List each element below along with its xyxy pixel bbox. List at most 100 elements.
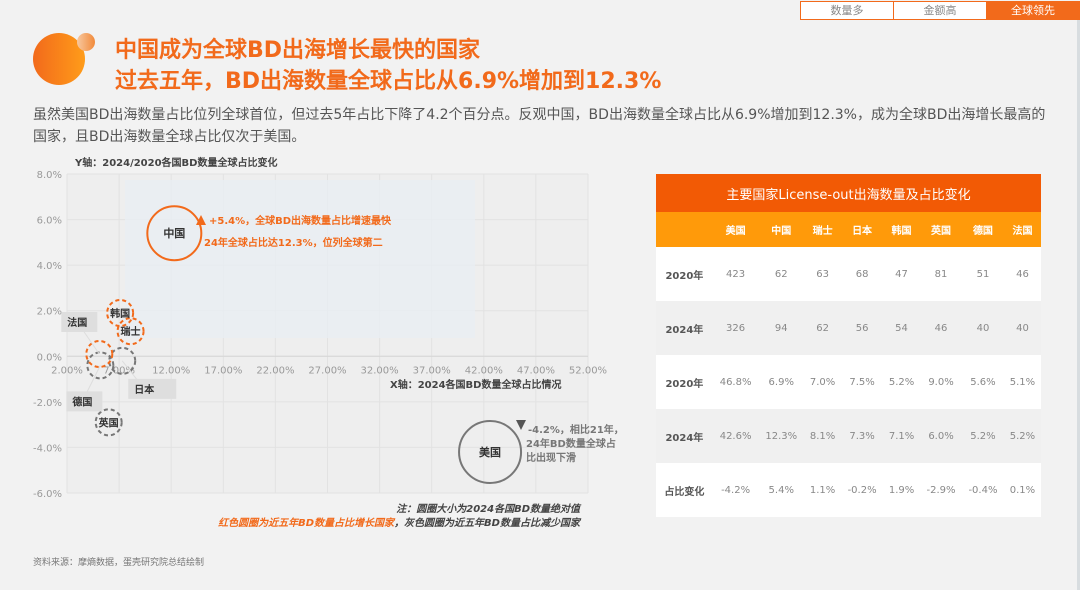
table-cell: 5.2% xyxy=(1009,430,1036,442)
bubble-label: 法国 xyxy=(67,316,87,329)
table-cell: -4.2% xyxy=(712,463,759,517)
column-header: 美国 xyxy=(712,212,759,247)
bubble-point xyxy=(86,351,115,380)
x-tick-label: 12.00% xyxy=(152,365,190,376)
row-header: 占比变化 xyxy=(656,463,713,517)
column-header xyxy=(656,212,713,247)
down-triangle-icon xyxy=(516,420,526,430)
table-cell: 9.0% xyxy=(920,355,962,409)
table-cell: 8.1% xyxy=(809,430,836,442)
table-cell: 5.6% xyxy=(961,355,1004,409)
y-tick-label: -4.0% xyxy=(33,443,62,454)
table-cell: 1.9% xyxy=(883,463,921,517)
row-header: 2024年 xyxy=(665,432,704,444)
x-tick-label: 2.00% xyxy=(51,365,83,376)
y-tick-label: -6.0% xyxy=(33,489,62,500)
x-tick-label: 22.00% xyxy=(256,365,294,376)
table-cell: 46 xyxy=(934,322,948,334)
table-cell: 94 xyxy=(774,322,788,334)
bubble-label: 美国 xyxy=(479,445,501,459)
table-cell: 47 xyxy=(883,247,921,301)
table-row: 占比变化 -4.2% 5.4% 1.1% -0.2% 1.9% -2.9% -0.4% 0.1% xyxy=(656,463,1041,517)
table-cell: 7.3% xyxy=(849,430,875,442)
table-cell: -0.4% xyxy=(961,463,1004,517)
label-box xyxy=(66,391,103,412)
y-tick-label: 6.0% xyxy=(37,216,62,227)
table-cell: 1.1% xyxy=(804,463,842,517)
highlight-region xyxy=(125,180,475,338)
table-cell: 51 xyxy=(961,247,1004,301)
license-out-table: 主要国家License-out出海数量及占比变化 美国 中国 瑞士 日本 韩国 英国 德国法… xyxy=(656,174,1041,517)
svg-text:红色圆圈为近五年BD数量占比增长国家，灰色圆圈为近五年BD数: 红色圆圈为近五年BD数量占比增长国家，灰色圆圈为近五年BD数量占比减少国家 xyxy=(218,517,582,529)
bubble-label: 韩国 xyxy=(110,307,130,320)
tab-global-lead[interactable]: 全球领先 xyxy=(987,2,1079,19)
bubble-point xyxy=(146,205,203,262)
x-axis-label: X轴：2024各国BD数量全球占比情况 xyxy=(390,378,561,391)
bubble-label: 瑞士 xyxy=(121,325,141,338)
bubble-point xyxy=(94,408,123,437)
bubble-label: 日本 xyxy=(134,383,155,396)
bubble-point xyxy=(106,298,135,327)
column-header: 日本 xyxy=(841,212,884,247)
table-cell: 7.5% xyxy=(841,355,884,409)
us-annotation-3: 比出现下滑 xyxy=(526,451,576,464)
y-axis-label: Y轴：2024/2020各国BD数量全球占比变化 xyxy=(74,156,277,169)
tab-quantity[interactable]: 数量多 xyxy=(801,2,894,19)
table-row: 2020年 46.8% 6.9% 7.0% 7.5% 5.2% 9.0% 5.6% 5.1% xyxy=(656,355,1041,409)
china-annotation-2: 24年全球占比达12.3%，位列全球第二 xyxy=(204,236,383,249)
bubble-label: 英国 xyxy=(98,416,119,429)
logo-circle-icon xyxy=(33,33,85,85)
x-tick-label: 52.00% xyxy=(569,365,607,376)
column-header: 中国 xyxy=(758,212,805,247)
table-cell: 62 xyxy=(816,322,829,334)
x-tick-label: 27.00% xyxy=(308,365,346,376)
x-tick-label: 17.00% xyxy=(204,365,242,376)
bubble-label: 德国 xyxy=(71,395,92,408)
table-cell: 40 xyxy=(976,322,990,334)
table-cell: 81 xyxy=(920,247,962,301)
note-2-decrease: ，灰色圆圈为近五年BD数量占比减少国家 xyxy=(394,517,582,529)
bubble-point xyxy=(116,317,145,346)
table-title: 主要国家License-out出海数量及占比变化 xyxy=(656,174,1041,212)
column-header: 英国 xyxy=(920,212,962,247)
page-subtitle: 过去五年，BD出海数量全球占比从6.9%增加到12.3% xyxy=(115,69,662,94)
table-cell: 0.1% xyxy=(1003,463,1041,517)
bubble-point xyxy=(458,419,523,484)
column-header: 德国 xyxy=(961,212,1004,247)
description: 虽然美国BD出海数量占比位列全球首位，但过去5年占比下降了4.2个百分点。反观中… xyxy=(33,107,1046,145)
table-cell: -2.9% xyxy=(920,463,962,517)
table-cell: 5.1% xyxy=(1003,355,1041,409)
y-tick-label: 0.0% xyxy=(37,352,62,363)
table-cell: 5.4% xyxy=(758,463,805,517)
table-cell: 7.0% xyxy=(804,355,842,409)
table-cell: 6.9% xyxy=(758,355,805,409)
table-cell: 12.3% xyxy=(765,430,798,442)
note-1: 注：圆圈大小为2024各国BD数量绝对值 xyxy=(396,503,582,515)
table-cell: 62 xyxy=(758,247,805,301)
x-tick-label: 47.00% xyxy=(517,365,555,376)
x-tick-label: 7.00% xyxy=(103,365,135,376)
table-row: 2020年 423 62 63 68 47 81 51 46 xyxy=(656,247,1041,301)
scrollbar[interactable] xyxy=(1077,20,1080,590)
table-cell: 5.2% xyxy=(883,355,921,409)
source-note: 资料来源：摩熵数据，蛋壳研究院总结绘制 xyxy=(33,558,205,568)
column-header: 瑞士 xyxy=(804,212,842,247)
table-cell: 7.1% xyxy=(888,430,915,442)
tab-bar: 数量多 金额高 全球领先 xyxy=(800,1,1080,20)
column-header: 韩国 xyxy=(883,212,921,247)
table-cell: 423 xyxy=(712,247,759,301)
tab-amount[interactable]: 金额高 xyxy=(894,2,987,19)
x-tick-label: 32.00% xyxy=(361,365,399,376)
table-cell: 46 xyxy=(1003,247,1041,301)
us-annotation-2: 24年BD数量全球占 xyxy=(526,437,616,450)
table-cell: 5.2% xyxy=(970,430,996,442)
table-cell: 42.6% xyxy=(719,430,752,442)
y-tick-label: 8.0% xyxy=(37,170,62,181)
page-title: 中国成为全球BD出海增长最快的国家 xyxy=(115,38,481,63)
table-cell: 326 xyxy=(726,322,746,334)
y-tick-label: -2.0% xyxy=(33,398,62,409)
label-box xyxy=(61,312,98,333)
table-cell: 56 xyxy=(855,322,869,334)
label-box xyxy=(128,378,177,399)
table-cell: 6.0% xyxy=(928,430,954,442)
